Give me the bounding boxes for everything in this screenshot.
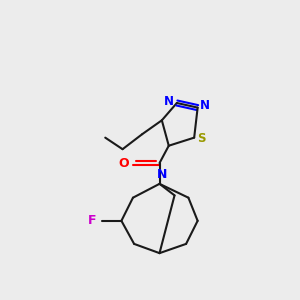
Text: N: N bbox=[157, 168, 167, 181]
Text: N: N bbox=[164, 95, 174, 108]
Text: F: F bbox=[88, 214, 97, 227]
Text: N: N bbox=[200, 99, 210, 112]
Text: O: O bbox=[118, 157, 129, 169]
Text: S: S bbox=[197, 132, 206, 145]
